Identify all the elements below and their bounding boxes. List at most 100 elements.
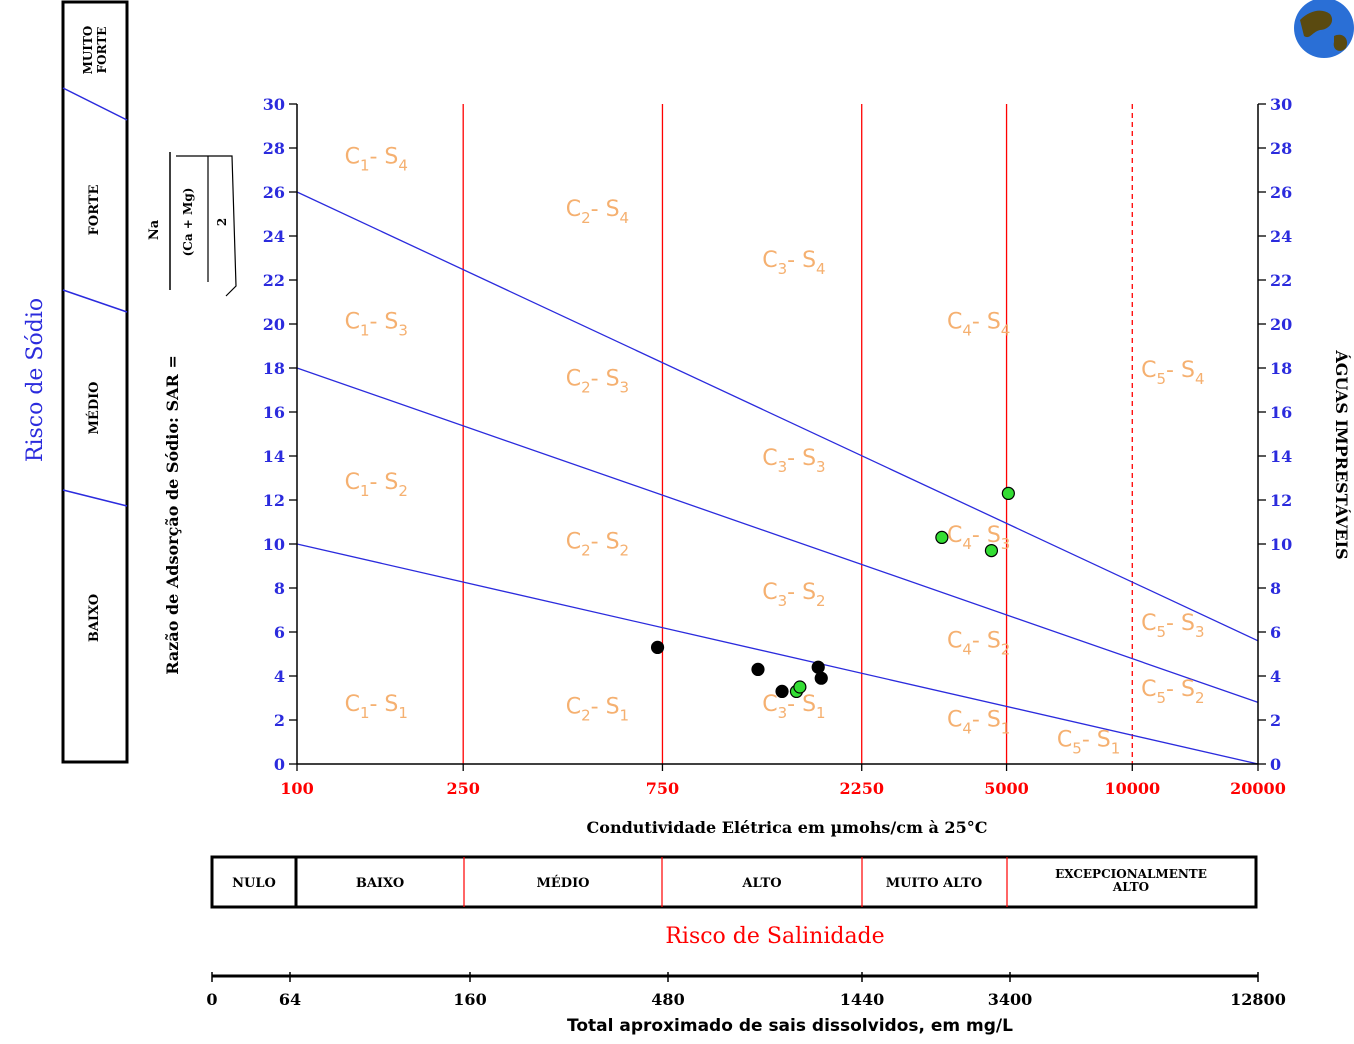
y-tick-label: 24 bbox=[263, 227, 285, 246]
zone-label-c2-s2: C2- S2 bbox=[566, 529, 629, 559]
x-tick-label: 10000 bbox=[1104, 779, 1160, 798]
data-point-series-1 bbox=[935, 530, 949, 545]
zone-label-c3-s4: C3- S4 bbox=[762, 248, 825, 278]
x-tick-label: 5000 bbox=[984, 779, 1029, 798]
salinity-class-excepcionalmente-alto: EXCEPCIONALMENTE ALTO bbox=[1055, 867, 1207, 894]
sodium-class-line bbox=[296, 367, 1259, 704]
salinity-risk-title: Risco de Salinidade bbox=[665, 924, 884, 949]
y-tick-label-right: 6 bbox=[1270, 623, 1281, 642]
zone-label-c3-s3: C3- S3 bbox=[762, 446, 825, 476]
sar-formula-numerator: Na bbox=[147, 219, 162, 240]
sar-formula-denominator: (Ca + Mg) bbox=[181, 188, 195, 257]
sodium-class-divider bbox=[62, 489, 128, 507]
y-tick-label: 2 bbox=[274, 711, 285, 730]
y-tick-label: 18 bbox=[263, 359, 285, 378]
salinity-class-alto: ALTO bbox=[741, 876, 781, 891]
sodium-class-forte: FORTE bbox=[87, 185, 102, 236]
zone-label-c1-s2: C1- S2 bbox=[345, 470, 408, 500]
zone-label-c3-s1: C3- S1 bbox=[762, 692, 825, 722]
y-tick-label-right: 30 bbox=[1270, 95, 1292, 114]
tds-tick-label: 1440 bbox=[840, 990, 885, 1009]
salinity-class-muito-alto: MUITO ALTO bbox=[886, 876, 983, 891]
y-tick-label: 22 bbox=[263, 271, 285, 290]
y-tick-label-right: 2 bbox=[1270, 711, 1281, 730]
y-tick-label: 14 bbox=[263, 447, 285, 466]
y-tick-label-right: 18 bbox=[1270, 359, 1292, 378]
y-tick-label-right: 24 bbox=[1270, 227, 1292, 246]
sodium-risk-box bbox=[61, 0, 129, 764]
tds-label: Total aproximado de sais dissolvidos, em… bbox=[567, 1016, 1013, 1036]
sodium-class-divider bbox=[62, 87, 128, 121]
y-tick-label: 4 bbox=[274, 667, 285, 686]
data-point-series-0 bbox=[751, 662, 765, 677]
zone-label-c4-s2: C4- S2 bbox=[947, 628, 1010, 658]
sodium-class-line bbox=[296, 543, 1259, 765]
data-point-series-0 bbox=[650, 640, 665, 655]
sodium-class-baixo: BAIXO bbox=[87, 594, 102, 642]
data-point-series-0 bbox=[814, 671, 828, 685]
tds-tick-label: 480 bbox=[651, 990, 684, 1009]
sar-formula-two: 2 bbox=[215, 218, 229, 226]
y-tick-label: 26 bbox=[263, 183, 285, 202]
data-point-series-0 bbox=[811, 660, 825, 674]
data-point-series-1 bbox=[984, 543, 999, 558]
tds-tick-label: 12800 bbox=[1230, 990, 1286, 1009]
zone-label-c4-s1: C4- S1 bbox=[947, 708, 1010, 738]
y-tick-label-right: 12 bbox=[1270, 491, 1292, 510]
y-tick-label: 6 bbox=[274, 623, 285, 642]
y-tick-label-right: 16 bbox=[1270, 403, 1292, 422]
y-tick-label-right: 26 bbox=[1270, 183, 1292, 202]
y-tick-label-right: 14 bbox=[1270, 447, 1292, 466]
right-axis-label: ÁGUAS IMPRESTÁVEIS bbox=[1332, 349, 1352, 559]
tds-tick-label: 0 bbox=[206, 990, 217, 1009]
salinity-class-nulo: NULO bbox=[232, 876, 276, 891]
sodium-class-medio: MÉDIO bbox=[86, 382, 102, 435]
zone-label-c5-s3: C5- S3 bbox=[1141, 611, 1204, 641]
y-tick-label: 20 bbox=[263, 315, 285, 334]
zone-label-c2-s3: C2- S3 bbox=[566, 367, 629, 397]
y-tick-label-right: 28 bbox=[1270, 139, 1292, 158]
zone-label-c5-s1: C5- S1 bbox=[1057, 727, 1120, 757]
y-tick-label-right: 8 bbox=[1270, 579, 1281, 598]
x-axis-label: Condutividade Elétrica em µmohs/cm à 25°… bbox=[587, 818, 988, 837]
zone-label-c3-s2: C3- S2 bbox=[762, 580, 825, 610]
data-point-series-1 bbox=[793, 680, 807, 694]
salinity-class-baixo: BAIXO bbox=[356, 876, 404, 891]
salinity-class-bar bbox=[210, 855, 1258, 909]
zone-label-c1-s3: C1- S3 bbox=[345, 309, 408, 339]
zone-label-c4-s3: C4- S3 bbox=[947, 523, 1010, 553]
zone-label-c5-s2: C5- S2 bbox=[1141, 677, 1204, 707]
data-point-series-0 bbox=[775, 684, 789, 699]
tds-tick-label: 160 bbox=[453, 990, 486, 1009]
y-tick-label: 0 bbox=[274, 755, 285, 774]
y-tick-label: 12 bbox=[263, 491, 285, 510]
zone-label-c2-s4: C2- S4 bbox=[566, 197, 629, 227]
y-axis-label: Razão de Adsorção de Sódio: SAR = bbox=[163, 355, 182, 675]
data-point-series-1 bbox=[1001, 486, 1015, 500]
zone-label-c1-s1: C1- S1 bbox=[345, 692, 408, 722]
y-tick-label: 16 bbox=[263, 403, 285, 422]
zone-label-c2-s1: C2- S1 bbox=[566, 694, 629, 724]
y-tick-label-right: 0 bbox=[1270, 755, 1281, 774]
x-tick-label: 2250 bbox=[839, 779, 884, 798]
zone-label-c1-s4: C1- S4 bbox=[345, 144, 408, 174]
y-tick-label-right: 22 bbox=[1270, 271, 1292, 290]
sodium-class-line bbox=[296, 191, 1259, 642]
sodium-risk-title: Risco de Sódio bbox=[23, 298, 48, 462]
sodium-class-muito-forte: MUITOFORTE bbox=[81, 26, 109, 75]
sodium-class-divider bbox=[62, 289, 128, 313]
x-tick-label: 250 bbox=[446, 779, 479, 798]
x-tick-label: 100 bbox=[280, 779, 313, 798]
sar-formula: Na (Ca + Mg) 2 bbox=[147, 152, 237, 297]
y-tick-label: 8 bbox=[274, 579, 285, 598]
y-tick-label-right: 10 bbox=[1270, 535, 1292, 554]
zone-label-c5-s4: C5- S4 bbox=[1141, 358, 1204, 388]
y-tick-label: 30 bbox=[263, 95, 285, 114]
zone-label-c4-s4: C4- S4 bbox=[947, 309, 1010, 339]
salinity-class-medio: MÉDIO bbox=[537, 875, 590, 891]
globe-logo-icon bbox=[1294, 0, 1354, 58]
y-tick-label-right: 20 bbox=[1270, 315, 1292, 334]
y-tick-label-right: 4 bbox=[1270, 667, 1281, 686]
tds-tick-label: 3400 bbox=[988, 990, 1033, 1009]
